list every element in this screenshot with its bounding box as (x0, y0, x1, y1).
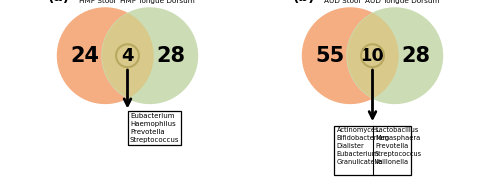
Circle shape (102, 8, 198, 103)
Text: 28: 28 (156, 46, 185, 66)
Text: Actinomyces
Bifidobacterium
Dialister
Eubacterium
Granulicatella: Actinomyces Bifidobacterium Dialister Eu… (336, 127, 390, 165)
Text: (b): (b) (293, 0, 316, 4)
Text: AUD Tongue Dorsum: AUD Tongue Dorsum (366, 0, 440, 4)
Text: Lactobacillus
Megasphaera
Prevotella
Streptococcus
Veillonella: Lactobacillus Megasphaera Prevotella Str… (375, 127, 422, 165)
Circle shape (347, 8, 442, 103)
Circle shape (302, 8, 398, 103)
Text: HMP Stool: HMP Stool (79, 0, 116, 4)
Text: 24: 24 (70, 46, 99, 66)
Text: 55: 55 (315, 46, 344, 66)
Text: 4: 4 (121, 47, 134, 65)
Text: 28: 28 (401, 46, 430, 66)
Circle shape (58, 8, 153, 103)
Text: AUD Stool: AUD Stool (324, 0, 360, 4)
Circle shape (58, 8, 153, 103)
Text: (a): (a) (48, 0, 70, 4)
Circle shape (302, 8, 398, 103)
Text: Eubacterium
Haemophilus
Prevotella
Streptococcus: Eubacterium Haemophilus Prevotella Strep… (130, 113, 180, 143)
FancyBboxPatch shape (334, 126, 410, 175)
Text: 10: 10 (360, 47, 385, 65)
Text: HMP Tongue Dorsum: HMP Tongue Dorsum (120, 0, 195, 4)
